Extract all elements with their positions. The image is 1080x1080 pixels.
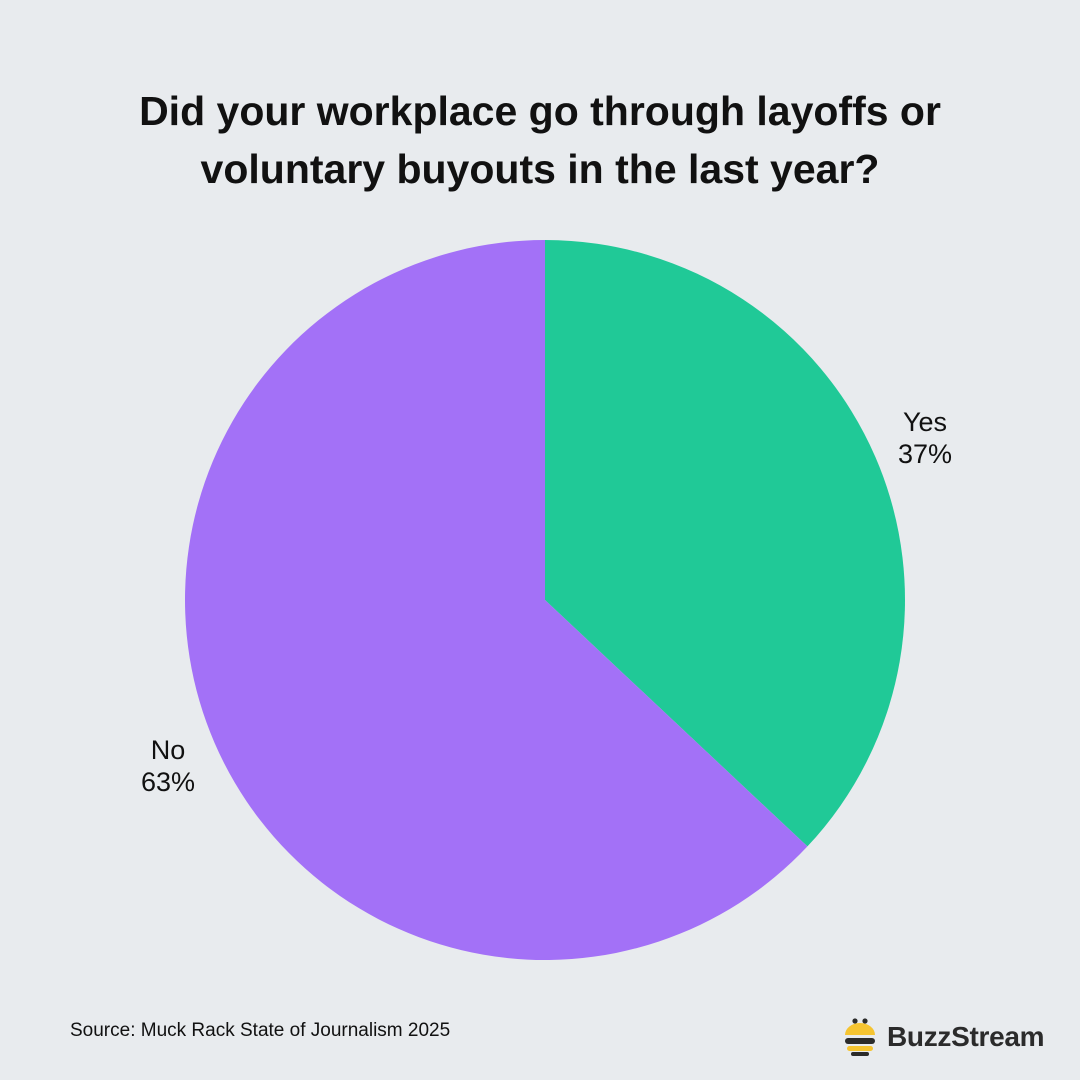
chart-title-line-2: voluntary buyouts in the last year? [200, 146, 880, 192]
slice-value-yes: 37% [897, 439, 953, 469]
slice-value-no: 63% [140, 767, 196, 797]
slice-name-yes: Yes [902, 407, 948, 437]
pie-slice-no [185, 240, 808, 960]
source-note: Source: Muck Rack State of Journalism 20… [70, 1020, 451, 1041]
pie-slice-yes [545, 240, 905, 847]
slice-label-no: No 63% [113, 734, 223, 798]
slice-label-yes: Yes 37% [870, 406, 980, 470]
chart-title-line-1: Did your workplace go through layoffs or [139, 88, 941, 134]
brand-name: BuzzStream [887, 1021, 1045, 1052]
chart-title: Did your workplace go through layoffs or… [0, 82, 1080, 198]
slice-name-no: No [150, 735, 186, 765]
brand-logo: BuzzStream [843, 1016, 1045, 1058]
bee-icon [845, 1018, 875, 1056]
pie-slices [185, 240, 905, 960]
